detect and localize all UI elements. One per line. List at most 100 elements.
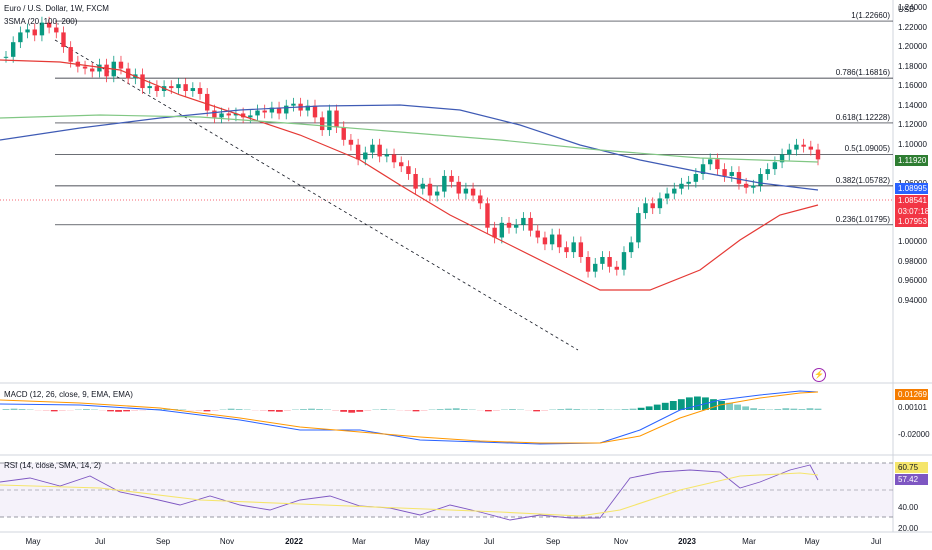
candle-body xyxy=(485,203,490,228)
candle-body xyxy=(607,257,612,267)
macd-bar xyxy=(798,409,806,410)
macd-bar xyxy=(509,409,516,410)
macd-bar xyxy=(58,410,66,411)
candle-body xyxy=(549,234,555,245)
time-label: May xyxy=(804,537,820,546)
time-label: May xyxy=(25,537,41,546)
lightning-icon[interactable]: ⚡ xyxy=(812,368,826,382)
candle-body xyxy=(715,159,720,170)
candle-body xyxy=(169,86,174,89)
macd-bar xyxy=(677,399,685,410)
price-tick: 1.20000 xyxy=(898,42,927,52)
candle-body xyxy=(765,169,770,175)
candle-body xyxy=(528,217,533,231)
candle-body xyxy=(650,203,655,209)
candle-body xyxy=(521,217,526,225)
macd-bar xyxy=(436,409,444,410)
macd-bar xyxy=(734,404,742,410)
macd-bar xyxy=(308,408,315,410)
candle-body xyxy=(54,27,59,33)
macd-bar xyxy=(123,410,130,412)
candle-body xyxy=(140,74,145,89)
time-label: 2023 xyxy=(678,537,696,546)
macd-bar xyxy=(661,402,669,410)
price-badge: 57.42 xyxy=(895,474,928,485)
candle-body xyxy=(377,144,382,157)
time-label: Nov xyxy=(219,537,235,546)
candle-body xyxy=(248,115,253,118)
price-badge: 1.08995 xyxy=(895,183,928,194)
macd-bar xyxy=(203,410,211,412)
candle-body xyxy=(571,242,576,253)
macd-bar xyxy=(806,408,814,410)
price-badge: 0.00101 xyxy=(895,402,928,413)
candle-body xyxy=(729,172,734,176)
rsi-line xyxy=(0,464,819,521)
candle-body xyxy=(736,172,742,184)
candle-body xyxy=(808,146,814,150)
candle-body xyxy=(90,68,95,72)
sma20-line xyxy=(0,59,819,291)
macd-bar xyxy=(669,401,677,410)
macd-bar xyxy=(420,410,428,411)
candle-body xyxy=(593,263,598,272)
candle-body xyxy=(363,152,368,160)
candle-body xyxy=(449,175,454,182)
candle-body xyxy=(348,139,354,145)
macd-bar xyxy=(235,409,243,410)
candle-body xyxy=(564,247,569,253)
macd-bar xyxy=(195,410,203,411)
macd-bar xyxy=(452,408,460,410)
candle-body xyxy=(334,110,339,128)
price-tick: 1.10000 xyxy=(898,139,927,149)
macd-bar xyxy=(18,409,26,410)
candle-body xyxy=(312,105,318,118)
rsi-tick: 20.00 xyxy=(898,524,919,533)
macd-bar xyxy=(275,410,283,412)
macd-bar xyxy=(541,410,549,411)
time-label: Sep xyxy=(545,537,561,546)
price-tick: 1.16000 xyxy=(898,81,927,91)
macd-bar xyxy=(283,410,291,411)
candle-body xyxy=(456,181,461,194)
candle-body xyxy=(787,149,792,155)
time-label: Nov xyxy=(613,537,629,546)
macd-bar xyxy=(259,410,267,411)
candle-body xyxy=(46,22,52,28)
candle-body xyxy=(420,183,425,189)
macd-bar xyxy=(348,410,356,413)
candle-body xyxy=(61,32,66,48)
time-label: Jul xyxy=(870,537,882,546)
price-tick: 1.18000 xyxy=(898,61,927,71)
candle-body xyxy=(341,127,346,140)
macd-legend[interactable]: MACD (12, 26, close, 9, EMA, EMA) xyxy=(4,390,133,399)
macd-bar xyxy=(267,410,275,412)
candle-body xyxy=(25,29,30,33)
fib-label: 0.382(1.05782) xyxy=(835,175,890,185)
time-label: May xyxy=(414,537,430,546)
macd-bar xyxy=(621,409,629,410)
price-badge: 60.75 xyxy=(895,462,928,473)
candle-body xyxy=(291,103,296,106)
macd-bar xyxy=(573,409,581,410)
rsi-legend[interactable]: RSI (14, close, SMA, 14, 2) xyxy=(4,461,101,470)
macd-bar xyxy=(742,406,750,410)
macd-bar xyxy=(316,409,323,410)
candle-body xyxy=(18,32,23,43)
macd-bar xyxy=(637,407,645,410)
candle-body xyxy=(355,144,361,160)
candle-body xyxy=(104,64,109,77)
sma-legend[interactable]: 3SMA (20, 100, 200) xyxy=(4,17,78,26)
candle-body xyxy=(39,22,45,36)
time-label: Jul xyxy=(483,537,495,546)
candle-body xyxy=(506,222,512,228)
candle-body xyxy=(686,181,691,184)
macd-bar xyxy=(460,409,468,410)
candle-body xyxy=(219,113,224,118)
macd-bar xyxy=(332,410,340,411)
candle-body xyxy=(499,222,505,238)
candle-body xyxy=(68,47,73,62)
candle-body xyxy=(183,84,188,92)
macd-bar xyxy=(356,410,364,412)
